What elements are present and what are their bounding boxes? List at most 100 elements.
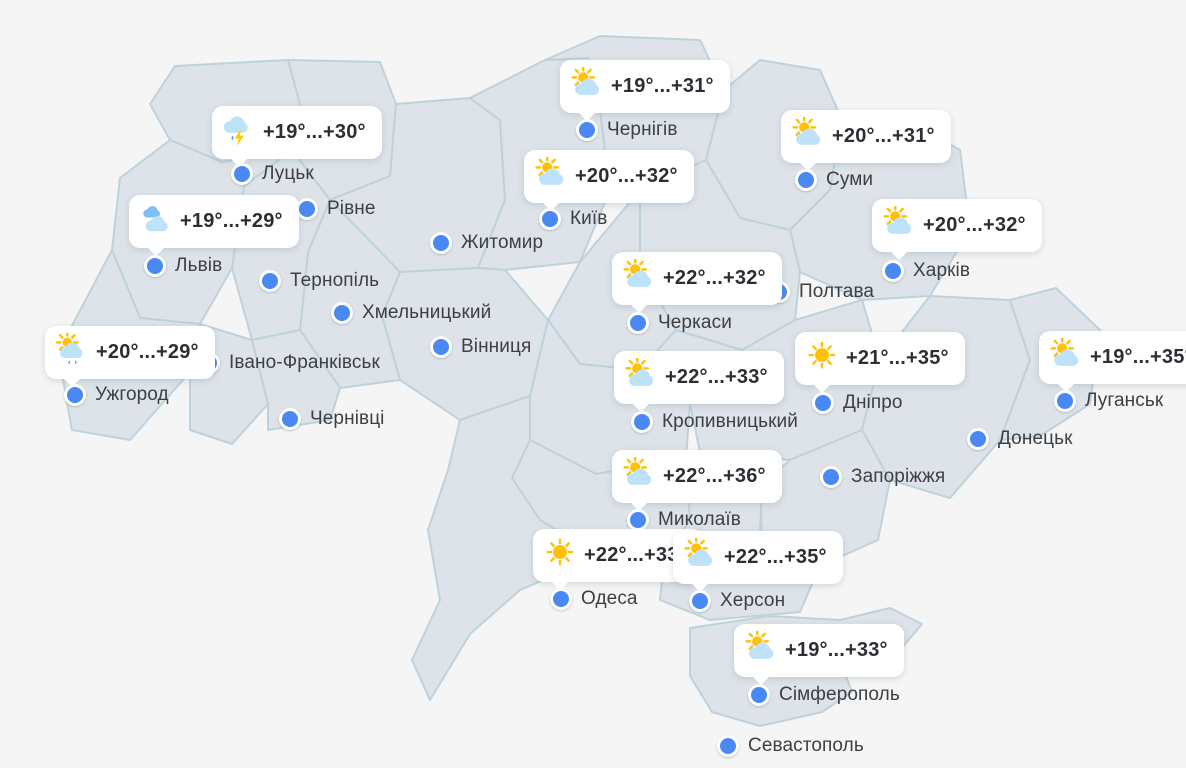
sun-icon [542, 536, 584, 575]
forecast-bubble-дніпро[interactable]: +21°...+35° [795, 332, 965, 393]
city-label: Ужгород [95, 384, 169, 405]
city-marker-рівне[interactable]: Рівне [296, 198, 376, 220]
city-marker-донецьк[interactable]: Донецьк [967, 428, 1073, 450]
city-dot-icon [631, 411, 653, 433]
city-marker-івано-франківськ[interactable]: Івано-Франківськ [198, 352, 380, 374]
city-label: Одеса [581, 588, 638, 609]
sun-cloud-icon [1048, 336, 1090, 377]
forecast-bubble-івано-франківськ[interactable]: +20°...+29° [45, 326, 215, 387]
forecast-bubble-харків[interactable]: +20°...+32° [872, 199, 1042, 260]
temperature-range: +22°...+35° [724, 546, 827, 568]
city-label: Чернігів [607, 119, 678, 140]
temperature-range: +20°...+31° [832, 125, 935, 147]
city-marker-одеса[interactable]: Одеса [550, 588, 638, 610]
city-dot-icon [795, 169, 817, 191]
sun-cloud-icon [881, 204, 923, 245]
sun-cloud-icon [743, 629, 785, 670]
city-marker-чернігів[interactable]: Чернігів [576, 119, 678, 141]
sun-cloud-icon [790, 115, 832, 156]
city-label: Севастополь [748, 735, 864, 756]
city-dot-icon [430, 336, 452, 358]
city-dot-icon [296, 198, 318, 220]
temperature-range: +20°...+32° [575, 165, 678, 187]
sun-cloud-icon [569, 65, 611, 106]
city-dot-icon [430, 232, 452, 254]
sun-cloud-icon [533, 155, 575, 196]
city-marker-миколаїв[interactable]: Миколаїв [627, 509, 741, 531]
city-marker-херсон[interactable]: Херсон [689, 590, 785, 612]
sun-cloud-icon [621, 455, 663, 496]
city-dot-icon [279, 408, 301, 430]
city-marker-суми[interactable]: Суми [795, 169, 873, 191]
city-marker-львів[interactable]: Львів [144, 255, 222, 277]
city-label: Кропивницький [662, 411, 798, 432]
forecast-bubble-чернігів[interactable]: +19°...+31° [560, 60, 730, 121]
forecast-bubble-черкаси[interactable]: +22°...+32° [612, 252, 782, 313]
city-label: Дніпро [843, 392, 903, 413]
city-label: Івано-Франківськ [229, 352, 380, 373]
city-marker-вінниця[interactable]: Вінниця [430, 336, 531, 358]
sun-cloud-icon [623, 356, 665, 397]
sun-cloud-icon [621, 257, 663, 298]
forecast-bubble-луганськ[interactable]: +19°...+35° [1039, 331, 1186, 392]
city-dot-icon [967, 428, 989, 450]
temperature-range: +22°...+33° [665, 366, 768, 388]
city-dot-icon [812, 392, 834, 414]
city-label: Львів [175, 255, 223, 276]
cloudy-icon [138, 202, 180, 241]
city-marker-дніпро[interactable]: Дніпро [812, 392, 903, 414]
sun-cloud-rain-icon [54, 331, 96, 372]
city-label: Суми [826, 169, 874, 190]
forecast-bubble-миколаїв[interactable]: +22°...+36° [612, 450, 782, 511]
city-marker-черкаси[interactable]: Черкаси [627, 312, 732, 334]
city-marker-сімферополь[interactable]: Сімферополь [748, 684, 900, 706]
temperature-range: +20°...+29° [96, 341, 199, 363]
temperature-range: +22°...+32° [663, 267, 766, 289]
forecast-bubble-львів[interactable]: +19°...+29° [129, 195, 299, 256]
city-dot-icon [689, 590, 711, 612]
city-marker-ужгород[interactable]: Ужгород [64, 384, 169, 406]
city-dot-icon [259, 270, 281, 292]
city-label: Запоріжжя [851, 466, 946, 487]
temperature-range: +22°...+36° [663, 465, 766, 487]
city-label: Полтава [799, 281, 875, 302]
city-dot-icon [1054, 390, 1076, 412]
city-dot-icon [576, 119, 598, 141]
city-label: Тернопіль [290, 270, 380, 291]
city-marker-чернівці[interactable]: Чернівці [279, 408, 385, 430]
city-label: Чернівці [310, 408, 385, 429]
city-marker-харків[interactable]: Харків [882, 260, 970, 282]
city-marker-севастополь[interactable]: Севастополь [717, 735, 864, 757]
forecast-bubble-луцьк[interactable]: +19°...+30° [212, 106, 382, 167]
city-marker-житомир[interactable]: Житомир [430, 232, 543, 254]
city-label: Київ [570, 208, 608, 229]
city-dot-icon [717, 735, 739, 757]
city-dot-icon [550, 588, 572, 610]
forecast-bubble-херсон[interactable]: +22°...+35° [673, 531, 843, 592]
city-dot-icon [748, 684, 770, 706]
temperature-range: +19°...+29° [180, 210, 283, 232]
temperature-range: +22°...+33° [584, 544, 687, 566]
city-marker-полтава[interactable]: Полтава [768, 281, 874, 303]
forecast-bubble-сімферополь[interactable]: +19°...+33° [734, 624, 904, 685]
sun-icon [804, 339, 846, 378]
sun-cloud-icon [682, 536, 724, 577]
city-marker-тернопіль[interactable]: Тернопіль [259, 270, 379, 292]
forecast-bubble-суми[interactable]: +20°...+31° [781, 110, 951, 171]
forecast-bubble-київ[interactable]: +20°...+32° [524, 150, 694, 211]
city-marker-запоріжжя[interactable]: Запоріжжя [820, 466, 945, 488]
city-dot-icon [882, 260, 904, 282]
city-marker-луганськ[interactable]: Луганськ [1054, 390, 1163, 412]
city-label: Миколаїв [658, 509, 741, 530]
city-marker-хмельницький[interactable]: Хмельницький [331, 302, 491, 324]
city-label: Харків [913, 260, 971, 281]
city-label: Рівне [327, 198, 376, 219]
city-label: Житомир [461, 232, 544, 253]
city-dot-icon [627, 312, 649, 334]
city-marker-кропивницький[interactable]: Кропивницький [631, 411, 798, 433]
city-marker-київ[interactable]: Київ [539, 208, 607, 230]
city-dot-icon [331, 302, 353, 324]
forecast-bubble-кропивницький[interactable]: +22°...+33° [614, 351, 784, 412]
temperature-range: +19°...+30° [263, 121, 366, 143]
